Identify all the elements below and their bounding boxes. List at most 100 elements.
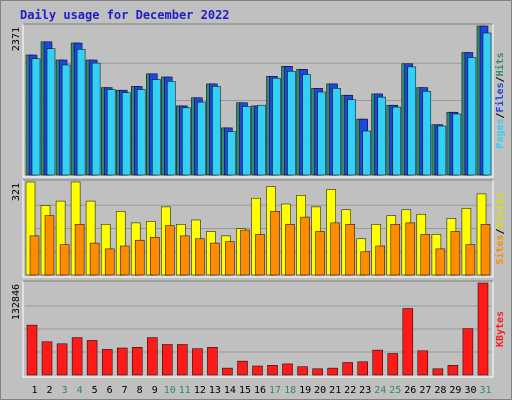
bar-pages-day-8: Pages 8: 1360: [136, 89, 146, 176]
bar-sites-day-31: Sites 31: 175: [480, 224, 491, 276]
x-tick-label-day-14: 14: [224, 385, 236, 396]
x-tick-label-day-16: 16: [254, 385, 266, 396]
panel-axis-title: KBytes: [495, 311, 506, 347]
bar-kbytes-day-12: KBytes 12: 38000: [192, 348, 203, 376]
bar-pages-day-31: Pages 31: 2260: [482, 32, 492, 176]
bar-sites-day-17: Sites 17: 220: [270, 211, 280, 276]
bar-sites-day-20: Sites 20: 150: [315, 231, 325, 276]
x-tick-label-day-9: 9: [152, 385, 158, 396]
axis-title-segment: Visits: [494, 192, 506, 228]
x-tick-label-day-26: 26: [404, 385, 416, 396]
bar-kbytes-day-5: KBytes 5: 50000: [86, 340, 98, 376]
bar-kbytes-day-7: KBytes 7: 39000: [116, 347, 128, 376]
x-tick-label-day-30: 30: [464, 385, 476, 396]
bar-pages-day-17: Pages 17: 1540: [272, 77, 281, 176]
x-tick-label-day-31: 31: [479, 385, 491, 396]
x-tick-label-day-1: 1: [31, 385, 37, 396]
axis-title-segment: /: [495, 76, 506, 82]
bar-kbytes-day-27: KBytes 27: 35000: [417, 350, 429, 376]
bar-sites-day-22: Sites 22: 175: [345, 224, 355, 276]
axis-title-segment: KBytes: [495, 311, 506, 347]
x-tick-label-day-28: 28: [434, 385, 446, 396]
panel-axis-title: Pages/Files/Hits: [494, 52, 506, 148]
bar-pages-day-26: Pages 26: 1720: [407, 66, 417, 176]
bar-kbytes-day-14: KBytes 14: 10000: [222, 367, 233, 376]
bar-kbytes-day-16: KBytes 16: 13000: [252, 365, 263, 376]
x-tick-label-day-27: 27: [419, 385, 431, 396]
bar-kbytes-day-15: KBytes 15: 20000: [237, 360, 248, 376]
axis-title-segment: Sites: [494, 235, 506, 265]
x-tick-label-day-2: 2: [46, 385, 52, 396]
axis-title-segment: /: [495, 228, 506, 234]
bar-sites-day-11: Sites 11: 135: [180, 235, 190, 276]
bar-kbytes-day-23: KBytes 23: 19000: [357, 361, 368, 376]
bar-pages-day-19: Pages 19: 1600: [302, 74, 311, 176]
bar-kbytes-day-29: KBytes 29: 14000: [447, 365, 459, 376]
bar-sites-day-5: Sites 5: 110: [89, 242, 100, 276]
bar-kbytes-day-22: KBytes 22: 18000: [342, 362, 353, 376]
bar-kbytes-day-31: KBytes 31: 132846: [477, 282, 489, 376]
bar-sites-day-25: Sites 25: 175: [390, 224, 401, 276]
x-tick-label-day-7: 7: [122, 385, 128, 396]
bar-pages-day-29: Pages 29: 970: [452, 113, 462, 176]
bar-kbytes-day-1: KBytes 1: 72000: [26, 324, 38, 376]
x-tick-label-day-24: 24: [374, 385, 386, 396]
bar-pages-day-9: Pages 9: 1520: [152, 79, 161, 176]
axis-title-segment: Hits: [494, 52, 506, 76]
bar-pages-day-15: Pages 15: 1090: [242, 106, 251, 176]
x-tick-label-day-4: 4: [77, 385, 83, 396]
axis-title-segment: /: [495, 113, 506, 119]
bar-sites-day-30: Sites 30: 105: [465, 244, 476, 276]
x-tick-label-day-21: 21: [329, 385, 341, 396]
bar-sites-day-6: Sites 6: 90: [104, 248, 115, 276]
bar-sites-day-15: Sites 15: 155: [240, 229, 250, 276]
bar-pages-day-22: Pages 22: 1200: [347, 99, 356, 176]
bar-kbytes-day-25: KBytes 25: 31000: [387, 353, 399, 376]
bar-kbytes-day-28: KBytes 28: 9000: [432, 368, 444, 376]
bar-pages-day-6: Pages 6: 1360: [106, 89, 116, 176]
bar-kbytes-day-11: KBytes 11: 44000: [177, 344, 188, 376]
bar-pages-day-25: Pages 25: 1080: [392, 106, 402, 176]
bar-kbytes-day-17: KBytes 17: 14000: [267, 365, 278, 376]
panel-kbytes: 132846 KBytes KBytes 1: 72000KBytes 2: 480…: [11, 280, 506, 378]
bar-sites-day-23: Sites 23: 80: [360, 251, 370, 276]
bar-sites-day-12: Sites 12: 125: [195, 238, 205, 276]
x-tick-label-day-20: 20: [314, 385, 326, 396]
bar-kbytes-day-9: KBytes 9: 54000: [147, 337, 158, 376]
bar-kbytes-day-10: KBytes 10: 44000: [162, 344, 173, 376]
bar-pages-day-13: Pages 13: 1410: [212, 86, 221, 176]
bar-sites-day-27: Sites 27: 140: [420, 234, 431, 276]
x-tick-label-day-11: 11: [179, 385, 191, 396]
bar-sites-day-10: Sites 10: 170: [165, 225, 175, 276]
x-tick-label-day-19: 19: [299, 385, 311, 396]
bar-kbytes-day-20: KBytes 20: 9000: [312, 368, 323, 376]
bar-pages-day-28: Pages 28: 780: [437, 125, 447, 176]
x-tick-label-day-23: 23: [359, 385, 371, 396]
bar-kbytes-day-4: KBytes 4: 54000: [71, 337, 83, 376]
bar-sites-day-18: Sites 18: 175: [285, 224, 295, 276]
panel-axis-title: Sites/Visits: [494, 192, 506, 264]
bar-pages-day-4: Pages 4: 2000: [76, 49, 86, 176]
bar-sites-day-9: Sites 9: 130: [150, 237, 160, 276]
bar-kbytes-day-30: KBytes 30: 67000: [462, 328, 474, 376]
bar-pages-day-20: Pages 20: 1320: [317, 91, 326, 176]
bar-pages-day-27: Pages 27: 1330: [422, 91, 432, 176]
axis-title-segment: Files: [494, 82, 506, 112]
bar-kbytes-day-26: KBytes 26: 96000: [402, 308, 414, 376]
x-tick-label-day-8: 8: [137, 385, 143, 396]
bar-pages-day-16: Pages 16: 1110: [257, 104, 266, 176]
bar-pages-day-24: Pages 24: 1240: [377, 96, 386, 176]
x-tick-label-day-3: 3: [62, 385, 68, 396]
panel-max-label: 132846: [11, 284, 22, 320]
bar-pages-day-30: Pages 30: 1870: [467, 57, 477, 176]
bar-kbytes-day-3: KBytes 3: 45000: [56, 343, 68, 376]
bar-pages-day-18: Pages 18: 1650: [287, 71, 296, 176]
x-tick-label-day-18: 18: [284, 385, 296, 396]
bar-kbytes-day-19: KBytes 19: 12000: [297, 366, 308, 376]
bar-pages-day-1: Pages 1: 1850: [31, 58, 41, 176]
bar-sites-day-8: Sites 8: 120: [134, 239, 145, 276]
bar-pages-day-14: Pages 14: 690: [227, 131, 236, 176]
bar-kbytes-day-13: KBytes 13: 40000: [207, 347, 218, 376]
